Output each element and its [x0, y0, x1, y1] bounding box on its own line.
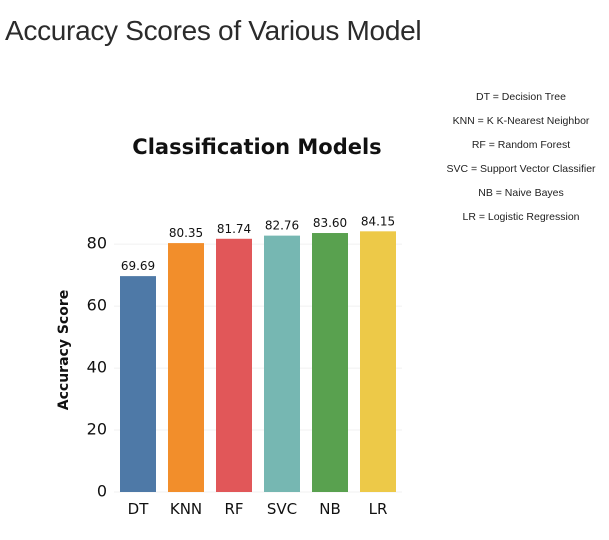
bar-svc	[264, 235, 300, 493]
abbreviation-legend: DT = Decision Tree KNN = K K-Nearest Nei…	[436, 88, 606, 232]
bar-rf	[216, 238, 252, 492]
data-label-lr: 84.15	[361, 214, 395, 228]
legend-note-knn: KNN = K K-Nearest Neighbor	[452, 115, 590, 127]
bars	[120, 231, 396, 493]
legend-note-rf: RF = Random Forest	[471, 139, 571, 151]
y-ticks: 0 20 40 60 80	[87, 234, 107, 501]
y-tick-label-0: 0	[97, 482, 107, 501]
page-title: Accuracy Scores of Various Model	[5, 15, 422, 46]
bar-dt	[120, 276, 156, 492]
legend-note-nb: NB = Naive Bayes	[478, 187, 564, 199]
bar-nb	[312, 233, 348, 493]
x-tick-label-nb: NB	[319, 500, 341, 518]
legend-note-dt: DT = Decision Tree	[476, 91, 566, 103]
data-label-dt: 69.69	[121, 259, 155, 273]
data-label-knn: 80.35	[169, 226, 203, 240]
data-label-nb: 83.60	[313, 216, 347, 230]
data-label-svc: 82.76	[265, 219, 299, 233]
bar-knn	[168, 243, 204, 492]
data-labels: 69.69 80.35 81.74 82.76 83.60 84.15	[121, 214, 395, 273]
y-tick-label-20: 20	[87, 420, 107, 439]
y-tick-label-80: 80	[87, 234, 107, 253]
legend-note-svc: SVC = Support Vector Classifier	[446, 163, 596, 175]
x-tick-label-svc: SVC	[267, 500, 297, 518]
gridlines	[114, 243, 402, 493]
bar-lr	[360, 231, 396, 492]
x-tick-label-knn: KNN	[170, 500, 202, 518]
x-tick-label-lr: LR	[369, 500, 388, 518]
chart-title: Classification Models	[132, 135, 381, 159]
x-tick-label-dt: DT	[128, 500, 150, 518]
x-ticks: DT KNN RF SVC NB LR	[128, 500, 388, 518]
x-tick-label-rf: RF	[224, 500, 243, 518]
y-tick-label-40: 40	[87, 358, 107, 377]
y-axis-label: Accuracy Score	[56, 290, 72, 410]
data-label-rf: 81.74	[217, 222, 251, 236]
y-tick-label-60: 60	[87, 296, 107, 315]
legend-note-lr: LR = Logistic Regression	[462, 211, 580, 223]
